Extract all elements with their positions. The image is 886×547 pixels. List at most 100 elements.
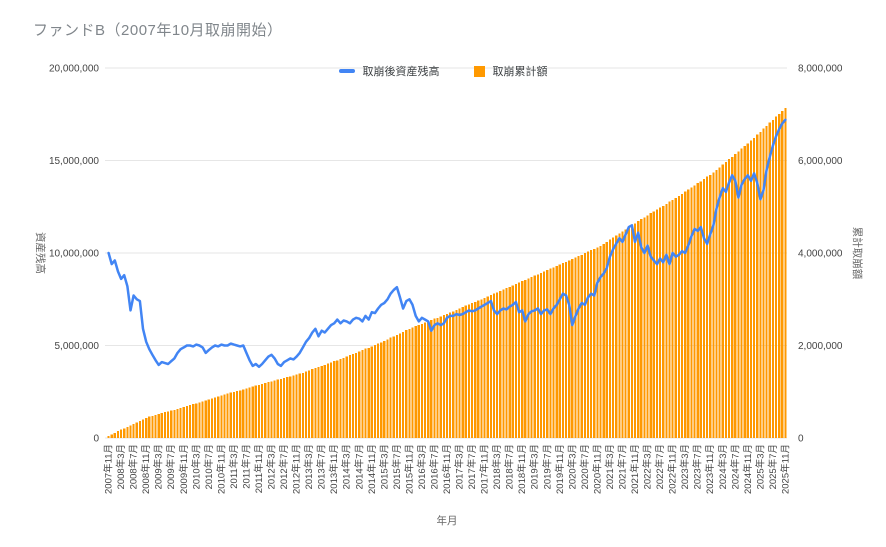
bar-cumulative-withdrawal[interactable] [505, 288, 508, 438]
bar-cumulative-withdrawal[interactable] [320, 365, 323, 438]
bar-cumulative-withdrawal[interactable] [445, 314, 449, 438]
bar-cumulative-withdrawal[interactable] [257, 384, 261, 438]
bar-cumulative-withdrawal[interactable] [461, 307, 464, 438]
bar-cumulative-withdrawal[interactable] [417, 325, 420, 438]
bar-cumulative-withdrawal[interactable] [709, 174, 712, 438]
bar-cumulative-withdrawal[interactable] [630, 225, 633, 438]
bar-cumulative-withdrawal[interactable] [665, 203, 668, 438]
bar-cumulative-withdrawal[interactable] [214, 397, 217, 438]
bar-cumulative-withdrawal[interactable] [546, 270, 549, 438]
bar-cumulative-withdrawal[interactable] [643, 217, 646, 438]
bar-cumulative-withdrawal[interactable] [220, 395, 223, 438]
bar-cumulative-withdrawal[interactable] [646, 215, 649, 438]
bar-cumulative-withdrawal[interactable] [173, 409, 176, 438]
bar-cumulative-withdrawal[interactable] [395, 334, 398, 438]
bar-cumulative-withdrawal[interactable] [151, 415, 154, 438]
bar-cumulative-withdrawal[interactable] [464, 305, 467, 438]
bar-cumulative-withdrawal[interactable] [308, 370, 311, 438]
bar-cumulative-withdrawal[interactable] [414, 326, 417, 438]
bar-cumulative-withdrawal[interactable] [239, 390, 242, 438]
bar-cumulative-withdrawal[interactable] [355, 352, 358, 438]
bar-cumulative-withdrawal[interactable] [781, 111, 784, 438]
bar-cumulative-withdrawal[interactable] [380, 342, 383, 438]
bar-cumulative-withdrawal[interactable] [163, 412, 167, 438]
bar-cumulative-withdrawal[interactable] [508, 286, 511, 438]
bar-cumulative-withdrawal[interactable] [774, 116, 778, 438]
bar-cumulative-withdrawal[interactable] [439, 316, 442, 438]
bar-cumulative-withdrawal[interactable] [402, 332, 405, 438]
bar-cumulative-withdrawal[interactable] [179, 407, 182, 438]
bar-cumulative-withdrawal[interactable] [295, 374, 298, 438]
bar-cumulative-withdrawal[interactable] [223, 394, 226, 438]
bar-cumulative-withdrawal[interactable] [640, 219, 643, 438]
bar-cumulative-withdrawal[interactable] [185, 406, 189, 438]
bar-cumulative-withdrawal[interactable] [486, 296, 489, 438]
bar-cumulative-withdrawal[interactable] [301, 372, 304, 438]
bar-cumulative-withdrawal[interactable] [326, 363, 330, 438]
bar-cumulative-withdrawal[interactable] [123, 428, 126, 438]
bar-cumulative-withdrawal[interactable] [408, 328, 411, 438]
bar-cumulative-withdrawal[interactable] [674, 197, 677, 438]
bar-cumulative-withdrawal[interactable] [586, 251, 590, 438]
bar-cumulative-withdrawal[interactable] [342, 357, 345, 438]
bar-cumulative-withdrawal[interactable] [784, 107, 787, 439]
bar-cumulative-withdrawal[interactable] [270, 381, 273, 438]
bar-cumulative-withdrawal[interactable] [552, 267, 555, 438]
bar-cumulative-withdrawal[interactable] [712, 172, 715, 438]
legend-item-line-series[interactable]: 取崩後資産残高 [338, 63, 440, 79]
bar-cumulative-withdrawal[interactable] [157, 413, 160, 438]
bar-cumulative-withdrawal[interactable] [154, 414, 157, 438]
bar-cumulative-withdrawal[interactable] [693, 185, 696, 438]
bar-cumulative-withdrawal[interactable] [527, 278, 530, 438]
bar-cumulative-withdrawal[interactable] [423, 322, 427, 438]
bar-cumulative-withdrawal[interactable] [756, 134, 759, 438]
bar-cumulative-withdrawal[interactable] [192, 404, 195, 438]
bar-cumulative-withdrawal[interactable] [267, 382, 270, 438]
bar-cumulative-withdrawal[interactable] [687, 189, 690, 438]
bar-cumulative-withdrawal[interactable] [596, 247, 599, 438]
line-balance-after-withdrawal[interactable] [107, 118, 787, 369]
bar-cumulative-withdrawal[interactable] [677, 196, 680, 438]
bar-cumulative-withdrawal[interactable] [637, 221, 640, 438]
bar-cumulative-withdrawal[interactable] [430, 320, 433, 438]
bar-cumulative-withdrawal[interactable] [436, 317, 439, 438]
bar-cumulative-withdrawal[interactable] [282, 377, 286, 438]
bar-cumulative-withdrawal[interactable] [577, 256, 580, 438]
bar-cumulative-withdrawal[interactable] [517, 282, 521, 438]
bar-cumulative-withdrawal[interactable] [615, 235, 618, 438]
bar-cumulative-withdrawal[interactable] [373, 345, 377, 438]
bar-cumulative-withdrawal[interactable] [762, 128, 765, 438]
bar-cumulative-withdrawal[interactable] [145, 418, 148, 438]
bar-cumulative-withdrawal[interactable] [555, 265, 558, 438]
bar-cumulative-withdrawal[interactable] [759, 131, 762, 438]
bar-cumulative-withdrawal[interactable] [564, 261, 568, 438]
bar-cumulative-withdrawal[interactable] [658, 207, 662, 438]
bar-cumulative-withdrawal[interactable] [662, 205, 665, 438]
bar-cumulative-withdrawal[interactable] [148, 416, 151, 438]
bar-cumulative-withdrawal[interactable] [317, 367, 320, 438]
bar-cumulative-withdrawal[interactable] [198, 402, 201, 438]
bar-cumulative-withdrawal[interactable] [514, 283, 518, 438]
bar-cumulative-withdrawal[interactable] [176, 408, 179, 438]
bar-cumulative-withdrawal[interactable] [480, 299, 483, 438]
bar-cumulative-withdrawal[interactable] [361, 350, 364, 438]
bar-cumulative-withdrawal[interactable] [743, 146, 746, 438]
bar-cumulative-withdrawal[interactable] [543, 271, 546, 439]
bar-cumulative-withdrawal[interactable] [684, 191, 687, 438]
bar-cumulative-withdrawal[interactable] [339, 358, 342, 438]
bar-cumulative-withdrawal[interactable] [160, 413, 163, 438]
bar-cumulative-withdrawal[interactable] [286, 376, 289, 438]
bar-cumulative-withdrawal[interactable] [737, 151, 740, 438]
bar-cumulative-withdrawal[interactable] [129, 425, 132, 438]
bar-cumulative-withdrawal[interactable] [718, 167, 721, 438]
bar-cumulative-withdrawal[interactable] [292, 375, 295, 438]
bar-cumulative-withdrawal[interactable] [611, 237, 615, 438]
bar-cumulative-withdrawal[interactable] [715, 170, 718, 438]
bar-cumulative-withdrawal[interactable] [201, 401, 204, 438]
bar-cumulative-withdrawal[interactable] [364, 348, 367, 438]
bar-cumulative-withdrawal[interactable] [470, 302, 474, 438]
bar-cumulative-withdrawal[interactable] [740, 148, 743, 438]
bar-cumulative-withdrawal[interactable] [345, 356, 348, 438]
bar-cumulative-withdrawal[interactable] [511, 285, 514, 438]
bar-cumulative-withdrawal[interactable] [132, 424, 135, 438]
